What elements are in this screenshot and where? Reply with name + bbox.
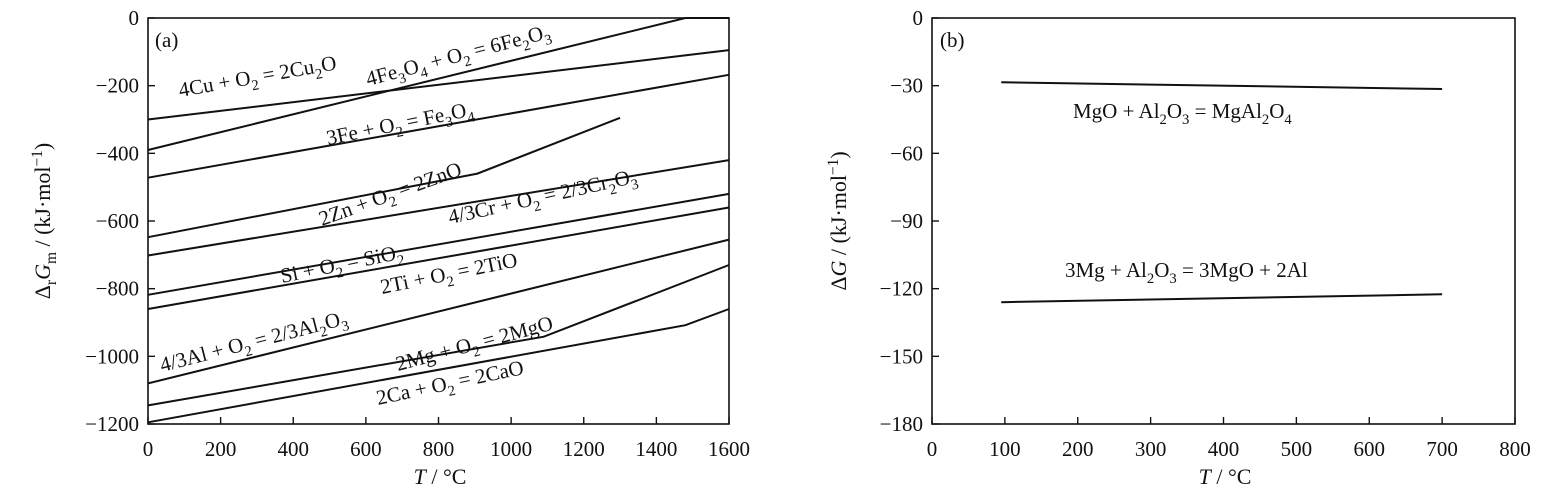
- y-tick-label: −150: [880, 344, 923, 368]
- x-tick-label: 600: [1354, 437, 1386, 461]
- x-tick-label: 600: [350, 437, 382, 461]
- x-tick-label: 800: [1499, 437, 1531, 461]
- x-tick-label: 1600: [708, 437, 750, 461]
- x-tick-label: 100: [989, 437, 1021, 461]
- y-tick-label: −60: [890, 141, 923, 165]
- series-line: [1001, 293, 1443, 304]
- x-tick-label: 200: [205, 437, 237, 461]
- y-tick-label: −400: [96, 141, 139, 165]
- y-tick-label: 0: [913, 6, 924, 30]
- y-tick-label: −1200: [85, 412, 139, 436]
- y-tick-label: −1000: [85, 344, 139, 368]
- y-tick-label: −120: [880, 277, 923, 301]
- series-line: [1001, 81, 1443, 90]
- series-line: [147, 73, 730, 179]
- x-tick-label: 200: [1062, 437, 1094, 461]
- y-tick-label: −800: [96, 277, 139, 301]
- y-axis-title: ΔG / (kJ·mol−1): [825, 151, 851, 290]
- panel-label: (a): [155, 28, 178, 52]
- y-tick-label: −30: [890, 74, 923, 98]
- x-tick-label: 1400: [635, 437, 677, 461]
- y-tick-label: −90: [890, 209, 923, 233]
- series-label: MgO + Al2O3 = MgAl2O4: [1073, 99, 1292, 128]
- x-tick-label: 1200: [563, 437, 605, 461]
- series-line: [147, 49, 730, 121]
- series-label: 3Fe + O2 = Fe3O4: [324, 96, 477, 154]
- series-label: 4Cu + O2 = 2Cu2O: [177, 51, 339, 107]
- x-tick-label: 1000: [490, 437, 532, 461]
- y-tick-label: −600: [96, 209, 139, 233]
- series-line: [147, 192, 730, 296]
- series-label: 4/3Al + O2 = 2/3Al2O3: [157, 305, 351, 381]
- series-line: [147, 308, 730, 424]
- series-line: [147, 238, 730, 385]
- series-label: 3Mg + Al2O3 = 3MgO + 2Al: [1065, 258, 1308, 287]
- x-tick-label: 0: [143, 437, 154, 461]
- series-line: [147, 17, 729, 151]
- series-line: [147, 206, 730, 310]
- series-line: [147, 264, 730, 407]
- y-tick-label: −180: [880, 412, 923, 436]
- series-line: [147, 116, 621, 239]
- panel-label: (b): [940, 28, 965, 52]
- x-tick-label: 0: [927, 437, 938, 461]
- x-tick-label: 700: [1426, 437, 1458, 461]
- x-tick-label: 800: [423, 437, 455, 461]
- series-label: 4Fe3O4 + O2 = 6Fe2O3: [363, 19, 554, 96]
- y-axis-title: ΔrGm / (kJ·mol−1): [29, 143, 60, 299]
- x-tick-label: 500: [1281, 437, 1313, 461]
- x-tick-label: 300: [1135, 437, 1167, 461]
- plot-frame: [931, 17, 1516, 425]
- y-tick-label: −200: [96, 74, 139, 98]
- x-tick-label: 400: [1208, 437, 1240, 461]
- chart-panel-a: 0 200 400 600 800 1000 1200 1400 1600 0 −200 −400 −6…: [29, 6, 750, 489]
- x-axis-title: T / °C: [1199, 464, 1252, 489]
- x-axis-title: T / °C: [414, 464, 467, 489]
- y-tick-label: 0: [129, 6, 140, 30]
- series-line: [147, 159, 730, 257]
- x-tick-label: 400: [278, 437, 310, 461]
- chart-panel-b: 0 100 200 300 400 500 600 700 800 0 −30 −60 −90 −120 −…: [825, 6, 1531, 489]
